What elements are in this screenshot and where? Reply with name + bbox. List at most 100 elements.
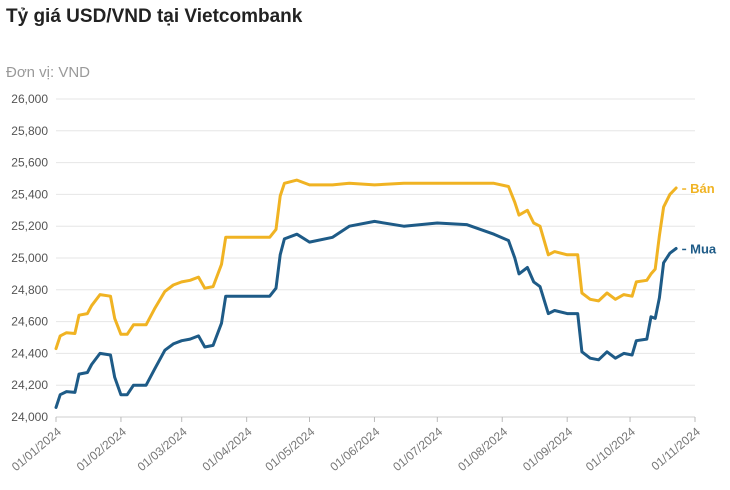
data-point xyxy=(538,225,542,228)
data-point xyxy=(526,266,529,269)
data-point xyxy=(283,237,286,241)
data-point xyxy=(188,337,192,341)
data-point xyxy=(373,183,376,187)
series-line-ban xyxy=(54,178,678,351)
data-point xyxy=(674,186,678,190)
data-point xyxy=(658,234,661,237)
data-point xyxy=(465,223,468,226)
data-point xyxy=(436,182,439,185)
y-tick-label: 25,400 xyxy=(11,187,48,201)
data-point xyxy=(308,183,311,187)
data-point xyxy=(662,261,665,264)
series-labels: Bán Mua xyxy=(682,181,717,256)
data-point xyxy=(73,391,77,394)
data-point xyxy=(77,372,81,376)
x-tick-label: 01/03/2024 xyxy=(135,424,190,474)
x-tick-label: 01/01/2024 xyxy=(9,424,64,474)
y-tick-label: 25,800 xyxy=(11,124,48,138)
data-point xyxy=(58,393,62,396)
x-tick-label: 01/07/2024 xyxy=(390,424,445,474)
data-point xyxy=(308,240,311,244)
data-point xyxy=(331,183,334,187)
data-point xyxy=(373,220,376,223)
data-point xyxy=(580,350,584,354)
data-point xyxy=(86,371,89,374)
data-point xyxy=(224,236,227,239)
x-tick-label: 01/06/2024 xyxy=(327,424,382,474)
data-point xyxy=(517,272,521,276)
data-point xyxy=(203,345,206,349)
data-point xyxy=(126,393,129,396)
data-point xyxy=(622,352,625,355)
data-point xyxy=(144,323,148,326)
x-tick-label: 01/02/2024 xyxy=(74,424,129,474)
y-tick-label: 24,400 xyxy=(11,346,48,360)
data-point xyxy=(274,287,278,290)
data-point xyxy=(163,290,167,293)
data-point xyxy=(517,213,521,217)
y-tick-label: 25,000 xyxy=(11,251,48,265)
data-point xyxy=(589,356,592,360)
data-point xyxy=(348,182,351,185)
data-point xyxy=(203,287,206,290)
data-point xyxy=(172,283,175,287)
data-point xyxy=(547,312,550,315)
data-point xyxy=(113,376,116,379)
x-tick-label: 01/11/2024 xyxy=(649,424,704,473)
data-point xyxy=(402,182,405,185)
data-point xyxy=(278,253,282,257)
data-point xyxy=(465,182,468,185)
data-point xyxy=(268,236,271,239)
data-point xyxy=(630,294,634,298)
data-point xyxy=(605,350,609,354)
series-label-mua: Mua xyxy=(690,241,717,256)
data-point xyxy=(77,314,81,317)
data-point xyxy=(649,272,653,276)
data-point xyxy=(109,294,112,298)
data-point xyxy=(649,315,653,319)
data-point xyxy=(402,225,405,228)
data-point xyxy=(331,236,334,239)
data-point xyxy=(653,267,657,271)
y-tick-label: 25,600 xyxy=(11,156,48,170)
data-point xyxy=(109,353,112,357)
y-axis: 24,000 24,200 24,400 24,600 24,800 25,000 25,2… xyxy=(11,92,48,424)
unit-label: Đơn vị: VND xyxy=(6,64,91,81)
gridlines xyxy=(56,98,695,418)
data-point xyxy=(597,299,600,303)
data-point xyxy=(645,337,649,341)
data-point xyxy=(119,393,123,396)
data-point xyxy=(295,232,299,236)
data-point xyxy=(245,294,248,298)
data-point xyxy=(274,228,278,231)
data-point xyxy=(553,250,556,253)
data-point xyxy=(211,344,215,347)
data-point xyxy=(674,247,678,250)
data-point xyxy=(553,309,556,312)
data-point xyxy=(547,253,550,257)
data-point xyxy=(54,406,58,409)
data-point xyxy=(220,263,223,266)
data-point xyxy=(630,353,634,357)
data-point xyxy=(113,317,116,320)
data-point xyxy=(54,347,58,350)
data-point xyxy=(580,291,584,295)
data-point xyxy=(98,293,102,296)
data-point xyxy=(576,253,579,257)
data-point xyxy=(163,349,167,352)
data-point xyxy=(180,339,183,342)
data-point xyxy=(614,356,617,360)
data-point xyxy=(635,339,638,342)
data-point xyxy=(436,221,439,225)
data-point xyxy=(668,252,672,255)
data-point xyxy=(268,294,271,298)
data-point xyxy=(211,285,215,288)
x-tick-label: 01/05/2024 xyxy=(262,424,317,474)
data-point xyxy=(532,280,535,284)
data-point xyxy=(58,334,62,338)
data-point xyxy=(645,279,649,282)
series-label-ban: Bán xyxy=(690,181,715,196)
y-tick-label: 25,200 xyxy=(11,219,48,233)
data-point xyxy=(532,221,535,225)
data-point xyxy=(526,209,529,212)
